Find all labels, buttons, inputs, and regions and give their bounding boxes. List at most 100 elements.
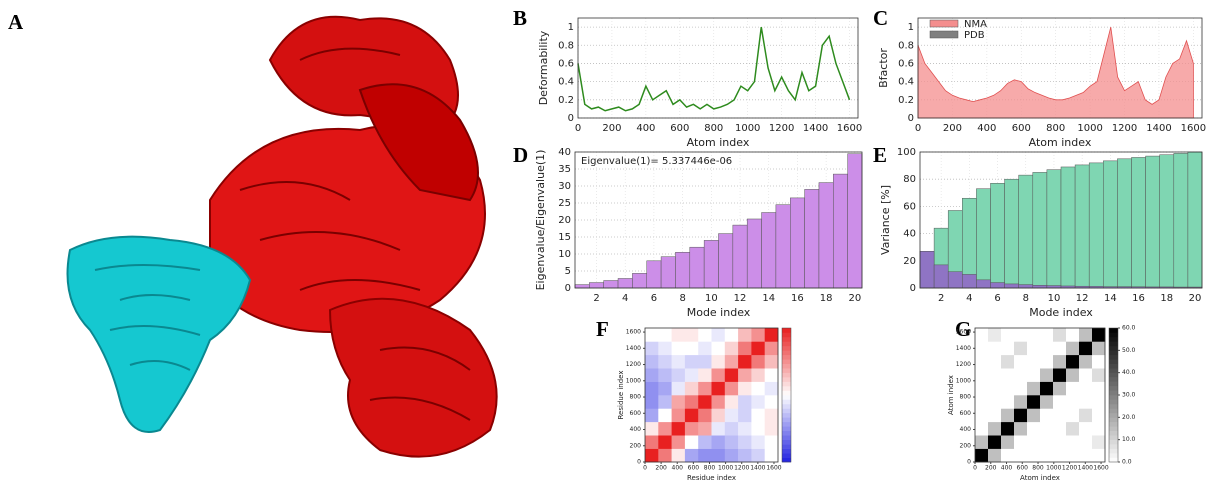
- bar: [1004, 178, 1019, 289]
- heatmap-cell: [658, 381, 672, 396]
- x-tick-label: 800: [704, 123, 723, 134]
- heatmap-cell: [658, 408, 672, 423]
- heatmap-cell: [1079, 368, 1093, 382]
- colorbar-segment: [782, 457, 791, 463]
- colorbar-segment: [1109, 457, 1118, 463]
- bar: [1046, 169, 1062, 289]
- y-tick-label: 400: [630, 426, 642, 433]
- panel-label: F: [596, 317, 609, 341]
- heatmap-cell: [684, 395, 699, 409]
- heatmap-cell: [988, 341, 1002, 356]
- heatmap-cell: [738, 421, 752, 436]
- colorbar-segment: [1109, 439, 1118, 445]
- bar: [1060, 166, 1076, 289]
- heatmap-cell: [671, 435, 686, 449]
- heatmap-cell: [671, 395, 686, 409]
- bar: [919, 251, 935, 289]
- bar: [732, 224, 748, 289]
- colorbar-segment: [1109, 426, 1118, 432]
- heatmap-cell: [1092, 408, 1106, 423]
- bar: [1187, 151, 1203, 289]
- heatmap-cell: [698, 328, 712, 342]
- heatmap-cell: [658, 395, 672, 409]
- heatmap-cell: [724, 328, 739, 342]
- colorbar-segment: [782, 386, 791, 391]
- heatmap-cell: [698, 448, 712, 463]
- panel-label: G: [955, 317, 971, 341]
- colorbar-label: 30.0: [1122, 392, 1136, 399]
- x-tick-label: 8: [1023, 293, 1029, 304]
- x-tick-label: 1200: [1062, 465, 1077, 472]
- colorbar-segment: [782, 328, 791, 333]
- protein-structure: [66, 15, 498, 458]
- heatmap-cell: [684, 408, 699, 423]
- heatmap-cell: [1092, 395, 1106, 409]
- heatmap-cell: [1027, 341, 1041, 356]
- heatmap-cell: [1092, 448, 1106, 463]
- heatmap-cell: [711, 448, 726, 463]
- heatmap-cell: [684, 328, 699, 342]
- heatmap-cell: [751, 421, 765, 436]
- x-tick-label: 14: [762, 293, 775, 304]
- colorbar-segment: [1109, 399, 1118, 405]
- legend-label: NMA: [964, 19, 987, 30]
- colorbar-segment: [1109, 372, 1118, 378]
- x-tick-label: 800: [1046, 123, 1065, 134]
- heatmap-cell: [1001, 328, 1015, 342]
- bar: [976, 188, 991, 289]
- x-tick-label: 20: [1189, 293, 1202, 304]
- colorbar-segment: [1109, 368, 1118, 373]
- x-tick-label: 0: [973, 465, 977, 472]
- colorbar-segment: [1109, 359, 1118, 365]
- x-tick-label: 1600: [837, 123, 862, 134]
- heatmap-cell: [724, 435, 739, 449]
- colorbar-segment: [1109, 381, 1118, 387]
- x-tick-label: 1000: [1046, 465, 1061, 472]
- heatmap-cell: [1040, 421, 1054, 436]
- y-tick-label: 1200: [956, 361, 971, 368]
- x-tick-label: 600: [688, 465, 700, 472]
- heatmap-cell: [1040, 408, 1054, 423]
- heatmap-cell: [1027, 368, 1041, 382]
- heatmap-cell: [1079, 421, 1093, 436]
- heatmap-cell: [1014, 341, 1028, 356]
- heatmap-cell: [1066, 354, 1080, 369]
- heatmap-cell: [1014, 368, 1028, 382]
- y-tick-label: 0: [565, 283, 571, 294]
- heatmap-cell: [988, 435, 1002, 449]
- colorbar-segment: [1109, 403, 1118, 409]
- colorbar-segment: [782, 368, 791, 373]
- colorbar-segment: [782, 453, 791, 458]
- heatmap-cell: [751, 341, 765, 356]
- colorbar-segment: [1109, 332, 1118, 338]
- bar: [761, 212, 777, 289]
- colorbar-segment: [782, 444, 791, 449]
- legend-swatch: [929, 30, 959, 39]
- x-axis-label: Mode index: [1029, 306, 1093, 319]
- heatmap-cell: [988, 421, 1002, 436]
- x-axis-label: Atom index: [687, 136, 750, 149]
- heatmap-cell: [1053, 448, 1067, 463]
- heatmap-cell: [658, 354, 672, 369]
- x-tick-label: 1400: [803, 123, 828, 134]
- x-tick-label: 1000: [735, 123, 760, 134]
- bar: [746, 218, 762, 289]
- colorbar-segment: [1109, 421, 1118, 427]
- colorbar-segment: [782, 345, 791, 351]
- x-tick-label: 6: [994, 293, 1000, 304]
- y-tick-label: 1600: [956, 329, 971, 336]
- bar: [574, 284, 590, 289]
- heatmap-cell: [751, 408, 765, 423]
- y-tick-label: 5: [565, 266, 571, 277]
- bar: [1145, 155, 1160, 289]
- heatmap-cell: [1014, 395, 1028, 409]
- colorbar-frame: [781, 327, 792, 463]
- heatmap-cell: [1014, 354, 1028, 369]
- bar: [1159, 154, 1175, 289]
- colorbar-segment: [782, 381, 791, 387]
- x-tick-label: 200: [943, 123, 962, 134]
- heatmap-cell: [988, 328, 1002, 342]
- y-tick-label: 800: [630, 394, 642, 401]
- colorbar-segment: [782, 430, 791, 436]
- heatmap-cell: [764, 368, 779, 382]
